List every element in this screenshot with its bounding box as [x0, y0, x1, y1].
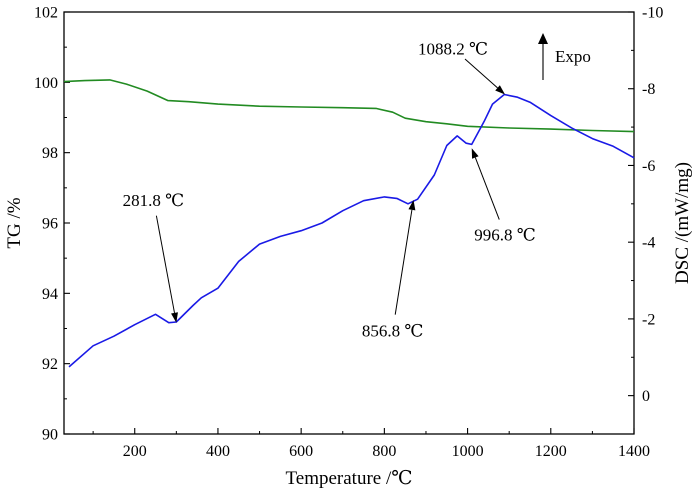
annotation-label: 996.8 ℃ — [474, 226, 536, 245]
axis-ticks: 200 400 600 800 1000 1200 1400 90 92 94 96 98 100 102… — [34, 5, 663, 461]
x-tick-label: 1000 — [452, 443, 484, 460]
annotation-arrow-line — [155, 215, 175, 314]
tg-curve — [63, 79, 635, 133]
x-tick-label: 400 — [206, 443, 230, 460]
y-left-tick-label: 98 — [42, 145, 58, 162]
y-left-axis-title: TG /% — [4, 197, 25, 248]
annotation-arrowhead — [408, 199, 416, 211]
x-axis-title: Temperature /℃ — [285, 468, 412, 489]
data-series — [63, 79, 635, 368]
y-left-tick-label: 96 — [42, 216, 58, 233]
y-left-tick-label: 100 — [34, 75, 58, 92]
expo-label: Expo — [555, 47, 591, 66]
x-tick-label: 200 — [123, 443, 147, 460]
annotation-label: 1088.2 ℃ — [418, 39, 488, 58]
dsc-curve — [68, 93, 635, 368]
y-right-tick-label: -4 — [642, 235, 655, 252]
expo-indicator: Expo — [538, 33, 591, 80]
y-right-tick-label: 0 — [642, 388, 650, 405]
y-right-tick-label: -2 — [642, 311, 655, 328]
annotation-arrow-line — [474, 157, 500, 220]
x-tick-label: 1400 — [618, 443, 650, 460]
expo-arrowhead — [538, 33, 548, 44]
annotations: 281.8 ℃ 856.8 ℃ 996.8 ℃ 1088.2 ℃ — [123, 39, 536, 340]
plot-area-frame — [63, 11, 635, 435]
annotation-label: 281.8 ℃ — [123, 191, 185, 210]
annotation-arrowhead — [495, 85, 506, 95]
x-tick-label: 600 — [289, 443, 313, 460]
annotation-arrowhead — [171, 312, 178, 323]
y-left-tick-label: 90 — [42, 427, 58, 444]
y-right-tick-label: -6 — [642, 158, 655, 175]
annotation-arrow-line — [464, 58, 498, 89]
annotation-arrowhead — [471, 148, 479, 159]
y-left-tick-label: 102 — [34, 5, 58, 22]
annotation-label: 856.8 ℃ — [362, 321, 424, 340]
x-tick-label: 800 — [372, 443, 396, 460]
y-left-tick-label: 92 — [42, 356, 58, 373]
annotation-arrow-line — [394, 209, 413, 315]
x-tick-label: 1200 — [535, 443, 567, 460]
y-left-tick-label: 94 — [42, 286, 58, 303]
y-right-axis-title: DSC /(mW/mg) — [672, 162, 693, 284]
y-right-tick-label: -8 — [642, 81, 655, 98]
y-right-tick-label: -10 — [642, 5, 663, 22]
